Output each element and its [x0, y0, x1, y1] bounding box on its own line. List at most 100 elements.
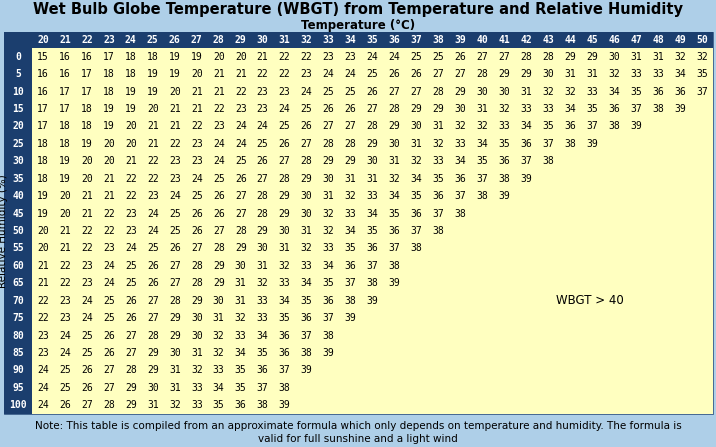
Text: 21: 21 [147, 122, 159, 131]
Text: 33: 33 [455, 139, 466, 149]
Text: 22: 22 [103, 226, 115, 236]
Text: 27: 27 [455, 69, 466, 79]
Text: 39: 39 [367, 296, 378, 306]
Text: 27: 27 [169, 261, 180, 271]
Text: 21: 21 [147, 139, 159, 149]
Text: 23: 23 [235, 104, 246, 114]
Text: 17: 17 [59, 104, 71, 114]
Text: 24: 24 [169, 191, 180, 201]
Text: 31: 31 [257, 261, 268, 271]
Text: 34: 34 [213, 383, 225, 393]
Text: 19: 19 [125, 87, 137, 97]
Text: 20: 20 [81, 156, 93, 166]
Text: 37: 37 [630, 104, 642, 114]
Text: 22: 22 [279, 52, 291, 62]
Text: 35: 35 [410, 191, 422, 201]
Text: 23: 23 [257, 104, 268, 114]
Text: 30: 30 [169, 348, 180, 358]
Text: 36: 36 [455, 174, 466, 184]
Text: 20: 20 [125, 122, 137, 131]
Bar [4, 32, 713, 48]
Text: 25: 25 [81, 348, 93, 358]
Text: 36: 36 [257, 366, 268, 375]
Text: 28: 28 [367, 122, 378, 131]
Text: 17: 17 [37, 122, 49, 131]
Text: 40: 40 [476, 35, 488, 45]
Text: 24: 24 [213, 139, 225, 149]
Text: 26: 26 [59, 400, 71, 410]
Text: 22: 22 [191, 122, 203, 131]
Text: 22: 22 [37, 296, 49, 306]
Text: 19: 19 [147, 87, 159, 97]
Text: 34: 34 [674, 69, 686, 79]
Text: 23: 23 [37, 348, 49, 358]
Text: 27: 27 [367, 104, 378, 114]
Text: 95: 95 [12, 383, 24, 393]
Text: 36: 36 [521, 139, 532, 149]
Text: 29: 29 [389, 122, 400, 131]
Text: valid for full sunshine and a light wind: valid for full sunshine and a light wind [258, 434, 458, 444]
Text: 16: 16 [81, 52, 93, 62]
Text: 24: 24 [235, 139, 246, 149]
Text: 23: 23 [323, 52, 334, 62]
Text: 27: 27 [432, 69, 445, 79]
Text: 24: 24 [103, 278, 115, 288]
Text: 21: 21 [257, 52, 268, 62]
Text: 32: 32 [344, 191, 357, 201]
Text: 29: 29 [169, 331, 180, 341]
Text: 60: 60 [12, 261, 24, 271]
Text: 21: 21 [125, 156, 137, 166]
Text: 50: 50 [696, 35, 708, 45]
Text: 26: 26 [257, 156, 268, 166]
Text: Temperature (°C): Temperature (°C) [301, 18, 415, 31]
Text: 27: 27 [125, 331, 137, 341]
Text: 32: 32 [609, 69, 620, 79]
Text: 25: 25 [213, 174, 225, 184]
Text: 33: 33 [432, 156, 445, 166]
Text: 37: 37 [696, 87, 708, 97]
Text: 38: 38 [432, 35, 445, 45]
Text: 30: 30 [476, 87, 488, 97]
Text: 35: 35 [301, 296, 312, 306]
Text: 38: 38 [432, 226, 445, 236]
Text: 25: 25 [169, 209, 180, 219]
Text: 22: 22 [147, 156, 159, 166]
Text: 85: 85 [12, 348, 24, 358]
Text: 25: 25 [279, 122, 291, 131]
Text: 38: 38 [367, 278, 378, 288]
Text: 28: 28 [235, 226, 246, 236]
Text: 39: 39 [455, 35, 466, 45]
Text: 25: 25 [12, 139, 24, 149]
Text: 39: 39 [586, 139, 598, 149]
Text: 49: 49 [674, 35, 686, 45]
Text: 31: 31 [630, 52, 642, 62]
Text: 31: 31 [344, 174, 357, 184]
Text: 29: 29 [323, 156, 334, 166]
Text: 47: 47 [630, 35, 642, 45]
Text: 35: 35 [235, 366, 246, 375]
Text: 24: 24 [147, 226, 159, 236]
Text: 28: 28 [432, 87, 445, 97]
Text: 26: 26 [455, 52, 466, 62]
Text: 32: 32 [169, 400, 180, 410]
Text: 37: 37 [410, 35, 422, 45]
Text: 31: 31 [235, 278, 246, 288]
Text: 48: 48 [652, 35, 664, 45]
Text: 19: 19 [59, 174, 71, 184]
Text: 20: 20 [147, 104, 159, 114]
Text: 20: 20 [12, 122, 24, 131]
Bar [32, 48, 713, 414]
Text: 32: 32 [432, 139, 445, 149]
Text: 28: 28 [191, 278, 203, 288]
Text: 38: 38 [410, 244, 422, 253]
Text: 100: 100 [9, 400, 26, 410]
Text: 23: 23 [279, 87, 291, 97]
Text: 26: 26 [147, 261, 159, 271]
Text: 32: 32 [410, 156, 422, 166]
Text: 30: 30 [257, 244, 268, 253]
Text: 38: 38 [279, 383, 291, 393]
Text: 26: 26 [213, 209, 225, 219]
Text: 18: 18 [37, 156, 49, 166]
Text: 37: 37 [410, 226, 422, 236]
Text: 33: 33 [344, 209, 357, 219]
